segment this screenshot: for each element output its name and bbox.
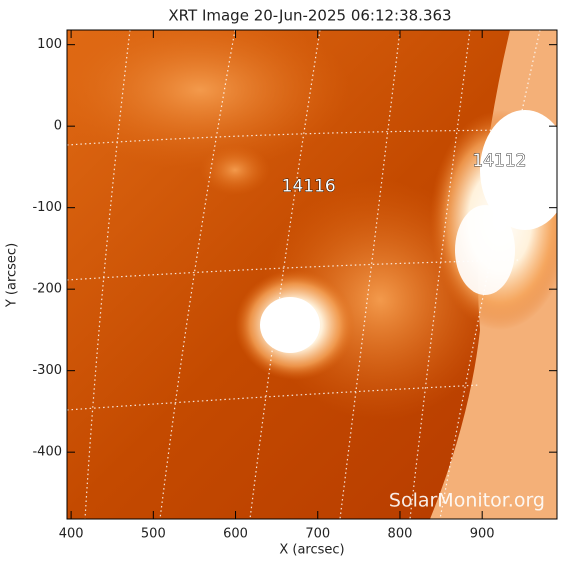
x-tick-label: 400 <box>59 527 84 542</box>
region-label: 14112 <box>472 151 526 171</box>
y-tick-label: -400 <box>32 445 62 460</box>
chart-title: XRT Image 20-Jun-2025 06:12:38.363 <box>168 7 451 25</box>
x-tick-label: 600 <box>223 527 248 542</box>
watermark: SolarMonitor.org <box>389 490 545 512</box>
plot-frame <box>66 29 558 520</box>
solar-image <box>67 30 557 519</box>
x-tick-label: 900 <box>470 527 495 542</box>
y-tick-label: -100 <box>32 200 62 215</box>
x-tick-label: 800 <box>388 527 413 542</box>
y-tick-label: 100 <box>37 37 62 52</box>
y-tick-label: 0 <box>54 119 62 134</box>
x-tick-label: 500 <box>141 527 166 542</box>
x-tick-label: 700 <box>305 527 330 542</box>
y-axis-label: Y (arcsec) <box>5 243 20 308</box>
x-axis-label: X (arcsec) <box>279 543 344 558</box>
region-label: 14116 <box>282 176 336 196</box>
y-tick-label: -300 <box>32 363 62 378</box>
y-tick-label: -200 <box>32 282 62 297</box>
